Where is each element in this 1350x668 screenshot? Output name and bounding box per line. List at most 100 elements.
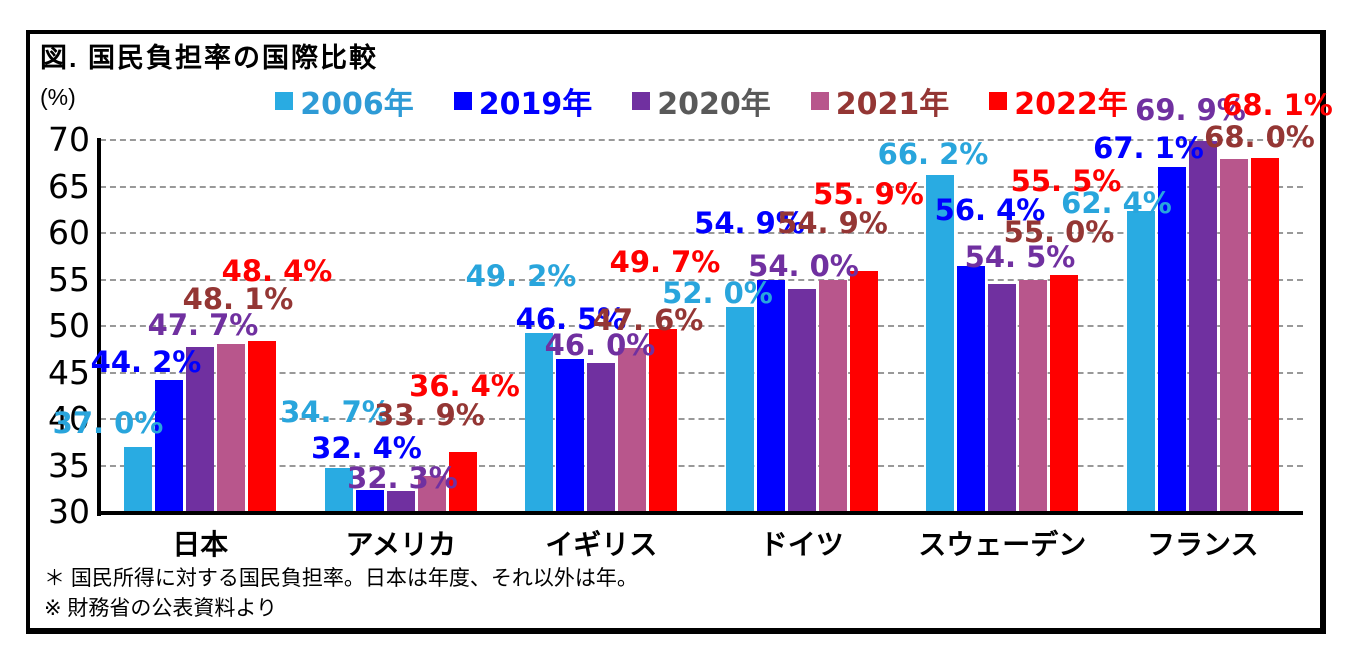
value-label-フランス-2020年: 69. 9%: [1135, 92, 1246, 127]
value-label-日本-2020年: 47. 7%: [147, 308, 259, 343]
legend-swatch-icon: [989, 92, 1008, 110]
bar-フランス-2021年: [1219, 158, 1248, 512]
value-label-アメリカ-2019年: 32. 4%: [311, 430, 422, 465]
bar-アメリカ-2021年: [417, 475, 446, 512]
legend-item-2019年: 2019年: [453, 79, 593, 123]
value-label-ドイツ-2006年: 52. 0%: [662, 276, 773, 311]
bar-イギリス-2019年: [556, 358, 584, 512]
gridline-35: [100, 464, 1303, 467]
bar-日本-2020年: [186, 347, 214, 512]
bar-フランス-2006年: [1126, 210, 1155, 512]
gridline-65: [100, 185, 1303, 188]
legend-label: 2006年: [300, 87, 414, 122]
bar-イギリス-2020年: [587, 363, 615, 512]
bar-イギリス-2021年: [618, 348, 646, 512]
bar-日本-2006年: [124, 446, 152, 512]
gridline-70: [100, 139, 1303, 141]
category-label-イギリス: イギリス: [545, 529, 658, 560]
y-tick-label-45: 45: [48, 352, 90, 392]
bar-イギリス-2006年: [525, 333, 553, 512]
y-tick-label-70: 70: [48, 120, 90, 159]
value-label-イギリス-2021年: 47. 6%: [592, 303, 704, 338]
value-label-イギリス-2020年: 46. 0%: [544, 328, 656, 363]
bar-スウェーデン-2021年: [1019, 279, 1047, 512]
value-label-ドイツ-2019年: 54. 9%: [694, 206, 805, 241]
bar-ドイツ-2019年: [756, 280, 785, 512]
bar-ドイツ-2021年: [818, 280, 847, 512]
y-tick-label-65: 65: [48, 166, 90, 206]
value-label-ドイツ-2020年: 54. 0%: [748, 248, 859, 283]
bar-スウェーデン-2019年: [957, 266, 985, 512]
y-tick-label-55: 55: [48, 259, 90, 299]
value-label-スウェーデン-2021年: 55. 0%: [1003, 214, 1115, 249]
value-label-フランス-2022年: 68. 1%: [1222, 87, 1333, 122]
bar-日本-2021年: [217, 343, 245, 512]
category-label-ドイツ: ドイツ: [759, 529, 844, 560]
gridline-60: [100, 232, 1303, 234]
legend-label: 2019年: [478, 87, 593, 122]
legend-item-2006年: 2006年: [275, 79, 414, 123]
value-label-スウェーデン-2022年: 55. 5%: [1010, 163, 1122, 198]
footnote-ministry-note: ※ 財務省の公表資料より: [44, 597, 278, 620]
y-tick-label-40: 40: [48, 399, 90, 438]
bar-スウェーデン-2020年: [988, 284, 1016, 512]
gridline-40: [100, 418, 1303, 420]
legend-item-2021年: 2021年: [810, 79, 950, 123]
value-label-アメリカ-2006年: 34. 7%: [280, 395, 391, 430]
y-axis-line: [97, 138, 101, 516]
category-label-フランス: フランス: [1147, 529, 1259, 560]
bar-フランス-2019年: [1157, 166, 1186, 512]
y-tick-label-50: 50: [48, 306, 90, 345]
y-axis-unit-label: (%): [40, 84, 76, 110]
figure-title: 図. 国民負担率の国際比較: [40, 43, 379, 73]
value-label-日本-2019年: 44. 2%: [90, 344, 202, 379]
value-label-日本-2006年: 37. 0%: [52, 405, 164, 440]
y-tick-label-35: 35: [48, 445, 90, 485]
gridline-50: [100, 325, 1303, 327]
value-label-ドイツ-2021年: 54. 9%: [777, 206, 888, 241]
value-label-フランス-2021年: 68. 0%: [1204, 119, 1315, 154]
category-label-日本: 日本: [172, 529, 229, 560]
value-label-フランス-2019年: 67. 1%: [1093, 130, 1204, 165]
bar-アメリカ-2022年: [448, 452, 477, 512]
category-label-アメリカ: アメリカ: [345, 529, 457, 560]
legend-label: 2020年: [657, 87, 771, 122]
value-label-スウェーデン-2019年: 56. 4%: [934, 193, 1046, 228]
value-label-イギリス-2006年: 49. 2%: [465, 259, 577, 294]
y-tick-label-60: 60: [48, 213, 90, 252]
bar-フランス-2020年: [1188, 140, 1217, 512]
bar-スウェーデン-2006年: [926, 175, 954, 512]
bar-イギリス-2022年: [649, 328, 677, 512]
legend-label: 2021年: [835, 87, 950, 122]
legend-item-2022年: 2022年: [989, 79, 1128, 123]
bar-ドイツ-2006年: [725, 307, 754, 512]
gridline-55: [100, 278, 1303, 281]
legend-swatch-icon: [275, 92, 294, 110]
value-label-フランス-2006年: 62. 4%: [1061, 185, 1172, 220]
y-tick-label-30: 30: [48, 492, 90, 531]
bar-日本-2019年: [155, 379, 183, 512]
value-label-アメリカ-2022年: 36. 4%: [409, 369, 520, 404]
x-axis-line: [97, 511, 1303, 515]
value-label-イギリス-2019年: 46. 5%: [515, 301, 627, 336]
value-label-日本-2022年: 48. 4%: [221, 253, 333, 288]
value-label-イギリス-2022年: 49. 7%: [609, 244, 721, 279]
value-label-アメリカ-2020年: 32. 3%: [347, 460, 458, 495]
value-label-日本-2021年: 48. 1%: [182, 281, 294, 316]
legend-swatch-icon: [453, 92, 472, 110]
gridline-45: [100, 371, 1303, 374]
legend-item-2020年: 2020年: [632, 79, 771, 123]
bar-フランス-2022年: [1250, 157, 1279, 512]
value-label-ドイツ-2022年: 55. 9%: [813, 177, 924, 212]
bar-ドイツ-2022年: [849, 271, 878, 512]
footnote-source-note: ＊ 国民所得に対する国民負担率。日本は年度、それ以外は年。: [44, 567, 638, 590]
value-label-アメリカ-2021年: 33. 9%: [374, 397, 485, 432]
chart-legend: 2006年 2019年 2020年 2021年 2022年: [100, 79, 1303, 123]
bar-アメリカ-2019年: [355, 489, 384, 512]
bar-スウェーデン-2022年: [1050, 274, 1078, 512]
legend-swatch-icon: [810, 92, 829, 110]
bar-日本-2022年: [248, 340, 276, 512]
category-label-スウェーデン: スウェーデン: [918, 529, 1087, 560]
value-label-スウェーデン-2006年: 66. 2%: [877, 137, 989, 172]
bar-ドイツ-2020年: [787, 288, 816, 512]
